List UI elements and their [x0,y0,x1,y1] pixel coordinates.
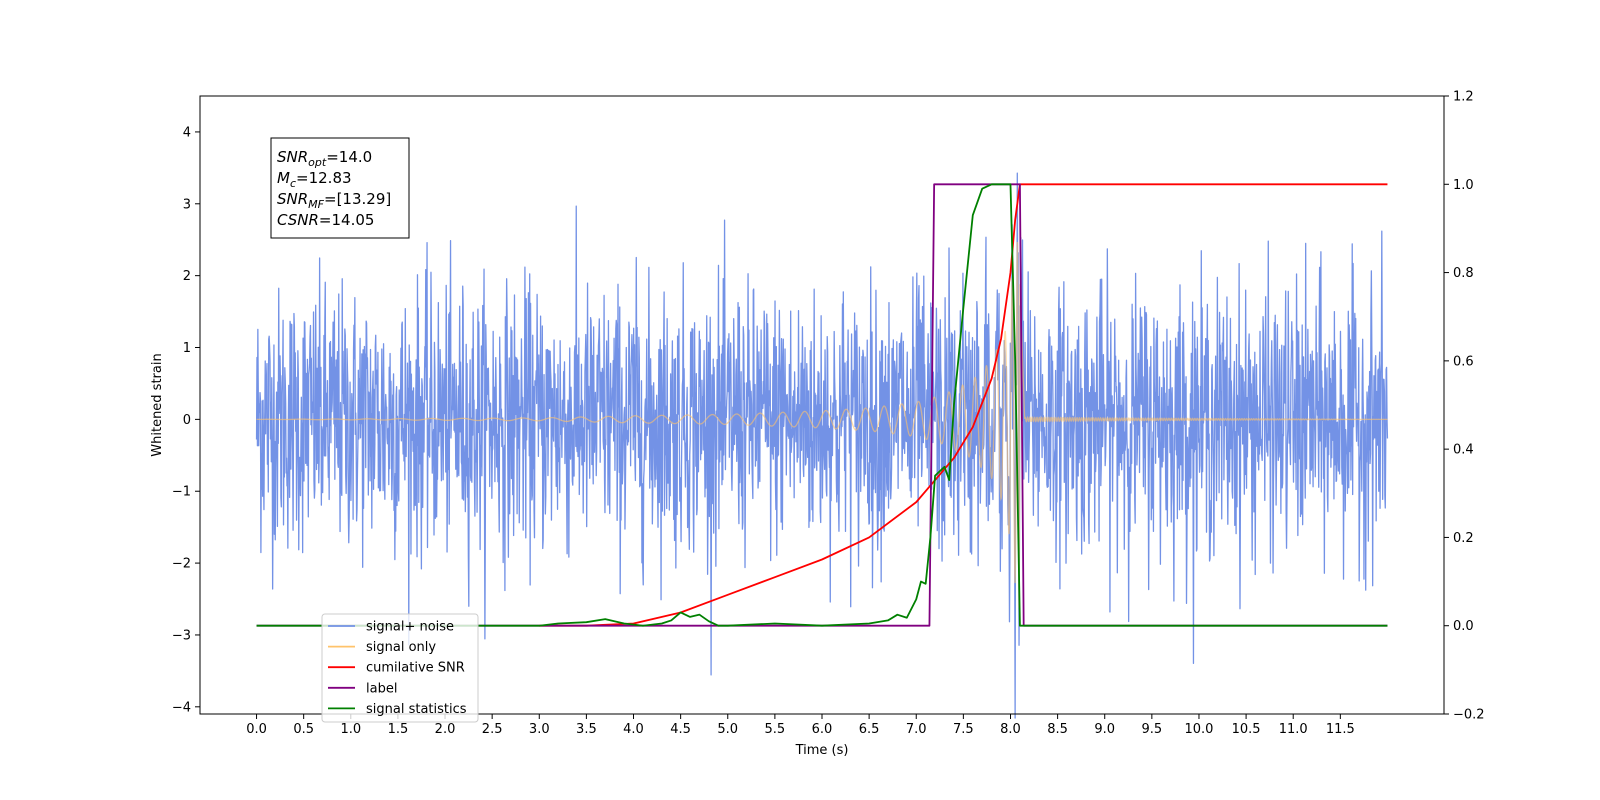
y2-tick-label: 0.4 [1453,443,1474,458]
annotation-subscript: MF [308,198,324,211]
legend-box [321,613,479,723]
y-axis-ticks: 4 3 2 1 0 −1 −2 −3 −4 [172,125,200,715]
series-line-signal-noise [255,172,1389,719]
y-tick-label: −2 [172,557,191,572]
x-tick-label: 0.0 [246,722,267,737]
y2-tick-label: 0.8 [1453,266,1474,281]
y-tick-label: 2 [183,269,191,284]
x-tick-label: 1.0 [340,722,361,737]
y2-tick-label: 0.0 [1453,619,1474,634]
x-axis-label: Time (s) [795,743,849,758]
x-tick-label: 6.5 [859,722,880,737]
y2-tick-label: 0.6 [1453,354,1474,369]
annotation-symbol: M [277,169,290,187]
y-tick-label: −4 [172,700,191,715]
annotation-symbol: SNR [277,190,308,208]
annotation-subscript: c [290,177,296,190]
series-line-signal-only [256,242,1388,608]
x-tick-label: 8.0 [1000,722,1021,737]
annotation-line: Mc=12.83 [277,169,352,190]
annotation-value: =[13.29] [324,190,391,208]
x-tick-label: 5.5 [765,722,786,737]
x-axis-ticks: 0.0 0.5 1.0 1.5 2.0 2.5 3.0 3.5 4.0 4.5 5.0 5.5 6.0 6… [246,714,1355,737]
y-tick-label: 4 [183,125,191,140]
annotation-value: =14.05 [319,211,375,229]
legend-label: cumilative SNR [366,661,465,676]
annotation-symbol: SNR [277,148,308,166]
y-tick-label: 3 [183,197,191,212]
y2-tick-label: 1.0 [1453,178,1474,193]
legend: signal+ noise signal only cumilative SNR la… [321,613,479,723]
x-tick-label: 9.0 [1094,722,1115,737]
x-tick-label: 4.0 [623,722,644,737]
plot-area [255,172,1389,719]
series-line-cumilative-snr [539,183,1388,627]
metrics-annotation-box: SNRopt=14.0Mc=12.83SNRMF=[13.29]CSNR=14.… [270,137,410,239]
y2-axis-ticks: 1.2 1.0 0.8 0.6 0.4 0.2 0.0 −0.2 [1444,90,1485,723]
x-tick-label: 6.0 [812,722,833,737]
x-tick-label: 2.5 [482,722,503,737]
x-tick-label: 2.0 [435,722,456,737]
x-tick-label: 1.5 [388,722,409,737]
legend-label: signal only [366,640,436,655]
x-tick-label: 11.0 [1279,722,1308,737]
x-tick-label: 8.5 [1047,722,1068,737]
x-tick-label: 7.5 [953,722,974,737]
y-tick-label: −1 [172,485,191,500]
y2-tick-label: 0.2 [1453,531,1474,546]
legend-label: signal statistics [366,702,467,717]
annotation-subscript: opt [308,156,327,169]
y-tick-label: 1 [183,341,191,356]
series-line-signal-statistics [256,183,1388,627]
y2-tick-label: 1.2 [1453,90,1474,105]
legend-label: label [366,681,397,696]
x-tick-label: 3.0 [529,722,550,737]
x-tick-label: 10.5 [1232,722,1261,737]
x-tick-label: 9.5 [1142,722,1163,737]
x-tick-label: 11.5 [1326,722,1355,737]
y-axis-label: Whitened strain [150,353,165,456]
x-tick-label: 3.5 [576,722,597,737]
y2-tick-label: −0.2 [1453,708,1485,723]
legend-label: signal+ noise [366,620,454,635]
annotation-box-border [270,137,410,239]
y-tick-label: 0 [183,413,191,428]
annotation-symbol: CSNR [277,211,319,229]
x-tick-label: 10.0 [1184,722,1213,737]
annotation-line: SNRMF=[13.29] [277,190,391,211]
x-tick-label: 7.0 [906,722,927,737]
annotation-line: SNRopt=14.0 [277,148,372,169]
annotation-line: CSNR=14.05 [277,211,374,229]
x-tick-label: 0.5 [293,722,314,737]
annotation-value: =12.83 [296,169,352,187]
x-tick-label: 5.0 [717,722,738,737]
y-tick-label: −3 [172,628,191,643]
annotation-value: =14.0 [326,148,372,166]
x-tick-label: 4.5 [670,722,691,737]
